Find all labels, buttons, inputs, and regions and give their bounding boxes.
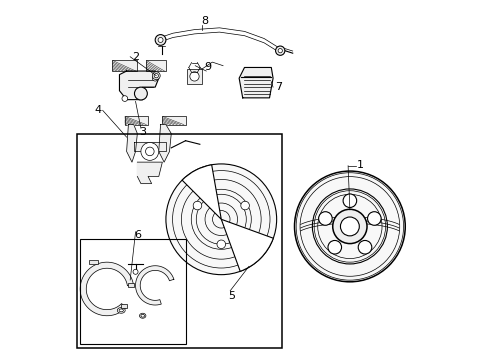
Wedge shape — [182, 165, 221, 219]
Circle shape — [340, 217, 359, 236]
Circle shape — [152, 75, 158, 81]
Polygon shape — [119, 71, 159, 100]
Polygon shape — [135, 266, 174, 305]
Polygon shape — [159, 125, 171, 162]
Circle shape — [358, 240, 371, 254]
Text: 4: 4 — [94, 105, 102, 114]
Circle shape — [318, 212, 331, 225]
Bar — [77, 134, 282, 348]
Bar — [162, 116, 185, 125]
Ellipse shape — [294, 171, 405, 282]
Circle shape — [154, 73, 158, 78]
Circle shape — [145, 147, 154, 156]
Circle shape — [193, 201, 202, 210]
Circle shape — [134, 87, 147, 100]
Bar — [121, 303, 127, 308]
Text: 7: 7 — [274, 82, 282, 92]
Circle shape — [275, 46, 285, 55]
Circle shape — [278, 49, 282, 53]
Wedge shape — [221, 219, 273, 271]
Circle shape — [217, 240, 225, 249]
Ellipse shape — [119, 309, 123, 312]
Text: 8: 8 — [201, 16, 207, 26]
Bar — [124, 116, 148, 125]
Circle shape — [155, 35, 165, 45]
Bar — [112, 60, 137, 71]
Circle shape — [189, 72, 199, 81]
Bar — [127, 283, 134, 287]
Bar — [89, 260, 98, 264]
Circle shape — [332, 209, 366, 244]
Polygon shape — [239, 67, 272, 98]
Circle shape — [165, 164, 276, 275]
Text: 6: 6 — [134, 230, 141, 240]
Circle shape — [133, 269, 138, 274]
Text: 1: 1 — [356, 159, 363, 170]
Text: 2: 2 — [132, 52, 139, 62]
Polygon shape — [80, 262, 133, 316]
Ellipse shape — [139, 313, 145, 318]
Circle shape — [152, 72, 160, 80]
Text: 9: 9 — [204, 63, 211, 72]
Polygon shape — [126, 125, 137, 162]
Bar — [146, 60, 165, 71]
Text: 3: 3 — [139, 127, 146, 137]
Bar — [187, 69, 201, 84]
Circle shape — [327, 240, 341, 254]
Polygon shape — [137, 162, 162, 184]
Text: 5: 5 — [228, 291, 235, 301]
Circle shape — [367, 212, 380, 225]
Ellipse shape — [141, 314, 144, 317]
Circle shape — [240, 201, 249, 210]
Bar — [80, 239, 185, 344]
Circle shape — [343, 194, 356, 207]
Circle shape — [141, 143, 159, 160]
Polygon shape — [134, 143, 165, 152]
Circle shape — [158, 37, 163, 42]
Circle shape — [122, 96, 127, 102]
Ellipse shape — [117, 307, 125, 313]
